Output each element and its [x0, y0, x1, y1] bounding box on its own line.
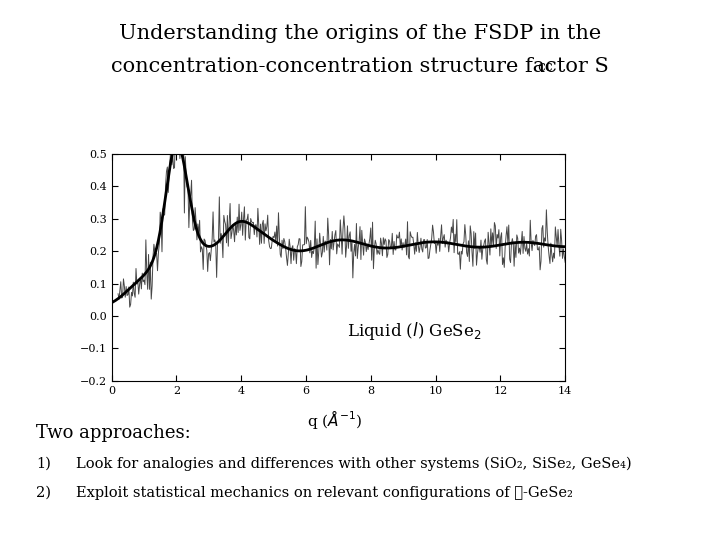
Text: cc: cc — [537, 60, 553, 75]
Text: Exploit statistical mechanics on relevant configurations of ℓ-GeSe₂: Exploit statistical mechanics on relevan… — [76, 486, 572, 500]
Text: 2): 2) — [36, 486, 51, 500]
Text: 1): 1) — [36, 456, 51, 470]
Text: concentration-concentration structure factor S: concentration-concentration structure fa… — [111, 57, 609, 76]
Text: Two approaches:: Two approaches: — [36, 424, 191, 442]
Text: Look for analogies and differences with other systems (SiO₂, SiSe₂, GeSe₄): Look for analogies and differences with … — [76, 456, 631, 471]
Text: Understanding the origins of the FSDP in the: Understanding the origins of the FSDP in… — [119, 24, 601, 43]
Text: Liquid ($l$) GeSe$_2$: Liquid ($l$) GeSe$_2$ — [348, 320, 482, 342]
Text: q ($\AA^{-1}$): q ($\AA^{-1}$) — [307, 408, 363, 431]
